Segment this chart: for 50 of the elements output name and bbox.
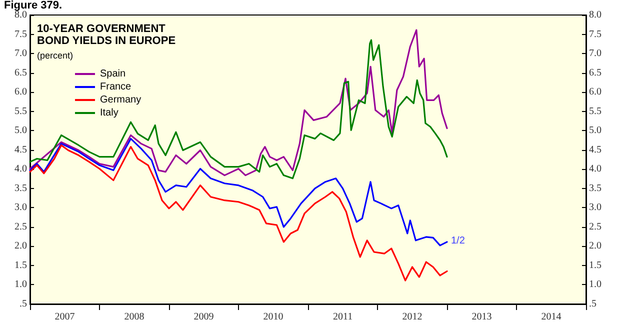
x-tick-label: 2012: [402, 312, 422, 322]
y2-tick-label: 6.0: [589, 86, 602, 98]
y-tick-label: 7.0: [14, 48, 27, 60]
y2-tick-label: 7.5: [589, 28, 602, 40]
legend-label: France: [100, 82, 132, 92]
y-tick-label: 2.0: [14, 240, 27, 252]
x-tick-label: 2008: [124, 312, 144, 322]
legend-label: Germany: [100, 94, 142, 106]
y2-tick-label: 3.0: [589, 202, 602, 214]
annotation: 1/2: [451, 235, 466, 246]
y-tick-label: .5: [20, 298, 27, 310]
caption: Figure 379.: [4, 0, 62, 12]
text: (percent): [37, 50, 74, 60]
x-tick-label: 2011: [332, 312, 353, 322]
legend-label: Spain: [100, 68, 126, 80]
text: 10-YEAR GOVERNMENT BOND YIELDS IN EUROPE: [37, 23, 176, 47]
y-tick-label: 6.0: [14, 86, 27, 98]
legend-label: Italy: [100, 108, 118, 118]
y2-tick-label: 7.0: [589, 48, 602, 60]
y-tick-label: 4.0: [14, 164, 27, 175]
y2-tick-label: 2.0: [589, 240, 602, 252]
y2-tick-label: 4.5: [589, 144, 602, 156]
y-tick-label: 8.0: [14, 10, 27, 20]
y2-tick-label: 4.0: [589, 164, 602, 175]
y-tick-label: 7.5: [14, 28, 27, 40]
y-tick-label: 1.5: [14, 260, 27, 271]
y-tick-label: 5.5: [14, 106, 27, 117]
x-tick-label: 2013: [472, 312, 492, 322]
y2-tick-label: .5: [589, 298, 596, 310]
x-tick-label: 2007: [54, 312, 75, 322]
y-tick-label: 4.5: [14, 144, 27, 156]
y-tick-label: 5.0: [14, 125, 27, 136]
x-tick-label: 2010: [263, 312, 284, 322]
x-tick-label: 2009: [194, 312, 214, 322]
y2-tick-label: 1.0: [589, 279, 602, 290]
y2-tick-label: 6.5: [589, 67, 602, 78]
y2-tick-label: 8.0: [589, 10, 602, 20]
y-tick-label: 3.0: [14, 202, 27, 214]
y-tick-label: 2.5: [14, 221, 27, 232]
x-tick-label: 2014: [541, 312, 562, 322]
y2-tick-label: 2.5: [589, 221, 602, 232]
y-tick-label: 6.5: [14, 67, 27, 78]
y2-tick-label: 3.5: [589, 182, 602, 194]
y-tick-label: 1.0: [14, 279, 27, 290]
y2-tick-label: 5.0: [589, 125, 602, 136]
line-series: [29, 144, 448, 282]
line-series: [29, 138, 448, 246]
y-tick-label: 3.5: [14, 182, 27, 194]
y2-tick-label: 1.5: [589, 260, 602, 271]
y2-tick-label: 5.5: [589, 106, 602, 117]
